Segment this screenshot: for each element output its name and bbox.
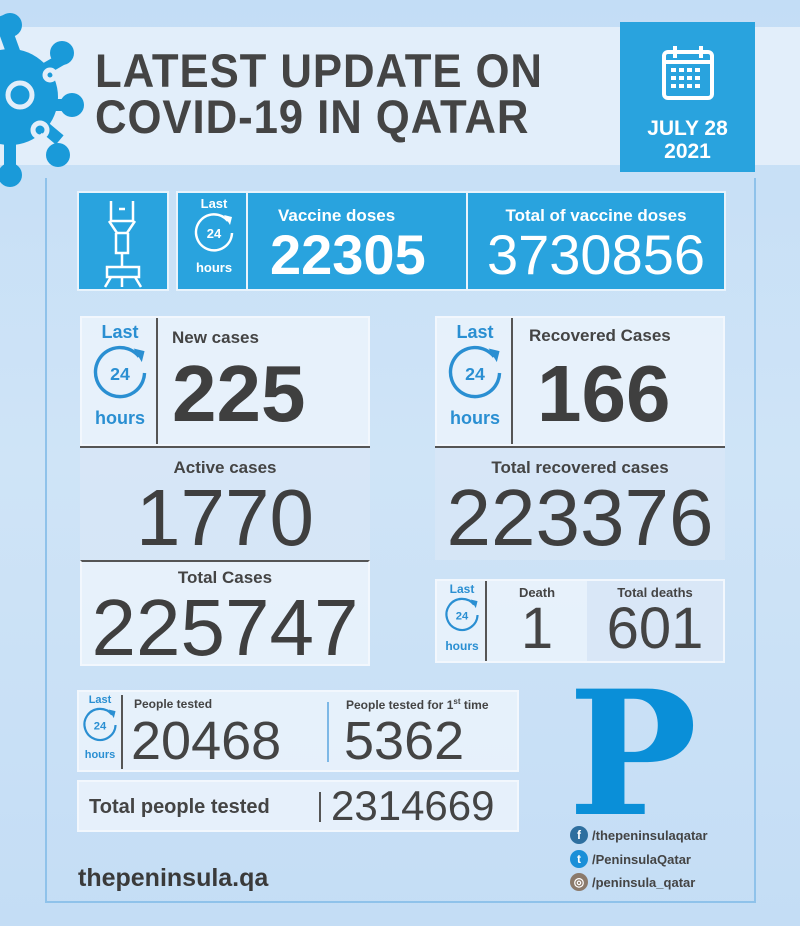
website-link[interactable]: thepeninsula.qa (78, 864, 269, 892)
hours-label: hours (195, 260, 233, 275)
deaths-card: Last 24 hours Death 1 Total deaths 601 (435, 579, 725, 663)
total-tested-card: Total people tested 2314669 (77, 780, 519, 832)
people-tested-label: People tested (134, 697, 213, 711)
divider (319, 792, 321, 822)
total-deaths-label: Total deaths (617, 585, 693, 600)
last-label: Last (88, 694, 112, 706)
hours-label: hours (445, 639, 479, 653)
total-tested-label: Total people tested (89, 796, 270, 818)
date-month-day: JULY 28 (647, 117, 728, 140)
twitter-handle: /PeninsulaQatar (592, 851, 691, 867)
total-vaccine-label: Total of vaccine doses (505, 206, 687, 225)
clock-24-icon: 24 (448, 345, 502, 399)
divider (246, 193, 248, 289)
vaccine-doses-value: 22305 (270, 223, 426, 286)
hours-label: hours (84, 749, 116, 761)
clock-24-icon: 24 (194, 213, 234, 252)
total-recovered-label: Total recovered cases (491, 458, 669, 477)
active-cases-label: Active cases (173, 458, 277, 477)
divider (327, 702, 329, 762)
first-time-label: People tested for 1st time (346, 697, 489, 712)
recovered-label: Recovered Cases (529, 326, 671, 345)
divider (156, 318, 158, 444)
first-time-label-text: People tested for 1 (346, 698, 454, 712)
hours-label: hours (94, 408, 145, 428)
total-recovered-card: Total recovered cases 223376 (435, 446, 725, 560)
facebook-icon: f (570, 826, 588, 844)
new-cases-label: New cases (172, 328, 259, 347)
page-title: LATEST UPDATE ON COVID-19 IN QATAR (95, 44, 543, 143)
twitter-link[interactable]: t/PeninsulaQatar (570, 850, 691, 868)
instagram-link[interactable]: ◎/peninsula_qatar (570, 873, 695, 891)
svg-text:24: 24 (94, 720, 107, 732)
tests-card: Last 24 hours People tested 20468 People… (77, 690, 519, 772)
svg-text:24: 24 (207, 226, 222, 241)
total-cases-value: 225747 (91, 583, 359, 672)
clock-24-icon: 24 (445, 597, 479, 631)
instagram-icon: ◎ (570, 873, 588, 891)
recovered-card: Last 24 hours Recovered Cases 166 (435, 316, 725, 446)
svg-text:24: 24 (456, 610, 469, 622)
syringe-machine-icon (103, 201, 143, 288)
vaccine-doses-label: Vaccine doses (278, 206, 396, 225)
hours-label: hours (449, 408, 500, 428)
title-line: LATEST UPDATE ON (95, 44, 543, 97)
total-deaths-cell: Total deaths 601 (587, 581, 723, 661)
divider (466, 193, 468, 289)
last-24-hours: Last 24 hours (439, 582, 485, 653)
death-value: 1 (520, 596, 554, 661)
calendar-icon (661, 46, 714, 100)
total-cases-label: Total Cases (177, 568, 273, 587)
last-label: Last (200, 196, 228, 211)
svg-text:24: 24 (465, 364, 485, 384)
clock-24-icon: 24 (93, 345, 147, 399)
svg-text:24: 24 (110, 364, 130, 384)
death-cell: Death 1 (487, 585, 587, 658)
divider (121, 695, 123, 769)
date-box: JULY 28 2021 (620, 22, 755, 172)
recovered-value: 166 (537, 349, 671, 438)
clock-24-icon: 24 (83, 707, 117, 741)
last-label: Last (456, 322, 494, 342)
last-24-hours: Last 24 hours (79, 694, 121, 761)
active-cases-card: Active cases 1770 (80, 446, 370, 560)
first-time-sup: st (453, 697, 461, 706)
content-frame (45, 178, 756, 903)
vaccine-box: Last 24 hours Vaccine doses 22305 Total … (176, 191, 726, 291)
last-label: Last (101, 322, 139, 342)
last-24-hours: Last 24 hours (86, 322, 154, 429)
active-cases-value: 1770 (136, 473, 314, 562)
facebook-link[interactable]: f/thepeninsulaqatar (570, 826, 708, 844)
total-tested-value: 2314669 (331, 782, 495, 829)
twitter-icon: t (570, 850, 588, 868)
total-vaccine-value: 3730856 (486, 223, 705, 286)
vaccine-icon-box (77, 191, 169, 291)
facebook-handle: /thepeninsulaqatar (592, 827, 708, 843)
people-tested-value: 20468 (131, 711, 282, 771)
total-deaths-value: 601 (606, 596, 704, 661)
first-time-value: 5362 (344, 711, 465, 771)
death-label: Death (518, 585, 556, 600)
last-24-hours: Last 24 hours (186, 196, 242, 275)
date-year: 2021 (664, 140, 711, 163)
date-text: JULY 28 2021 (620, 117, 755, 163)
total-cases-card: Total Cases 225747 (80, 560, 370, 672)
new-cases-card: Last 24 hours New cases 225 (80, 316, 370, 446)
divider (485, 581, 487, 661)
last-24-hours: Last 24 hours (441, 322, 509, 429)
instagram-handle: /peninsula_qatar (592, 874, 696, 890)
virus-icon (0, 13, 84, 187)
peninsula-logo: P (568, 652, 698, 855)
title-line: COVID-19 IN QATAR (95, 90, 530, 143)
total-recovered-value: 223376 (446, 473, 714, 562)
new-cases-value: 225 (172, 349, 306, 438)
divider (511, 318, 513, 444)
first-time-suffix: time (460, 698, 489, 712)
last-label: Last (449, 582, 475, 596)
